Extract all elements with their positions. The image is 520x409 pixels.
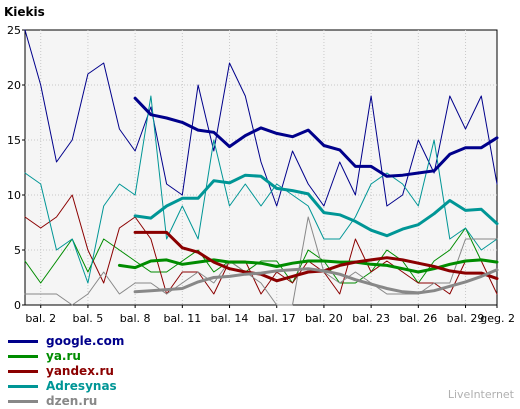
y-tick-label: 5 [14, 244, 21, 257]
y-tick-label: 25 [7, 24, 21, 37]
x-tick-label: geg. 2 [480, 312, 515, 325]
y-axis: 0 5 10 15 20 25 [7, 24, 25, 312]
x-tick-label: bal. 23 [352, 312, 390, 325]
x-tick-label: bal. 5 [73, 312, 104, 325]
legend-item: ya.ru [8, 349, 124, 364]
legend-swatch [8, 355, 38, 358]
x-tick-label: bal. 17 [258, 312, 296, 325]
series-line-google-com [24, 29, 498, 207]
series-line-adresynas [24, 95, 498, 284]
x-tick-label: bal. 20 [305, 312, 343, 325]
legend-label: dzen.ru [46, 394, 98, 408]
series-avg-line-adresynas [133, 173, 499, 238]
y-tick-label: 0 [14, 299, 21, 312]
legend-label: ya.ru [46, 349, 81, 363]
legend-swatch [8, 340, 38, 343]
y-tick-label: 10 [7, 189, 21, 202]
x-axis: bal. 2 bal. 5 bal. 8 bal. 11 bal. 14 bal. 17 b… [25, 305, 515, 325]
legend-item: Adresynas [8, 379, 124, 394]
legend-swatch [8, 400, 38, 403]
y-tick-label: 20 [7, 79, 21, 92]
x-tick-label: bal. 29 [447, 312, 485, 325]
chart-title: Kiekis [4, 5, 45, 19]
series-line-yandex-ru [24, 194, 498, 295]
series-avg-line-dzen-ru [133, 267, 499, 295]
x-tick-label: bal. 2 [25, 312, 56, 325]
series-avg-line-ya-ru [117, 258, 499, 274]
series-group [24, 29, 499, 306]
legend-label: google.com [46, 334, 125, 348]
legend: google.com ya.ru yandex.ru Adresynas dzen.ru [8, 334, 124, 409]
series-avg-line-google-com [133, 96, 499, 178]
x-tick-label: bal. 8 [120, 312, 151, 325]
legend-label: Adresynas [46, 379, 117, 393]
y-tick-label: 15 [7, 134, 21, 147]
grid [25, 30, 497, 305]
legend-item: yandex.ru [8, 364, 124, 379]
legend-label: yandex.ru [46, 364, 114, 378]
legend-item: dzen.ru [8, 394, 124, 409]
x-tick-label: bal. 26 [399, 312, 437, 325]
x-tick-label: bal. 11 [163, 312, 201, 325]
legend-item: google.com [8, 334, 124, 349]
x-tick-label: bal. 14 [211, 312, 249, 325]
legend-swatch [8, 370, 38, 373]
series-avg-line-yandex-ru [133, 230, 499, 283]
legend-swatch [8, 385, 38, 388]
branding-text: LiveInternet [447, 388, 514, 401]
